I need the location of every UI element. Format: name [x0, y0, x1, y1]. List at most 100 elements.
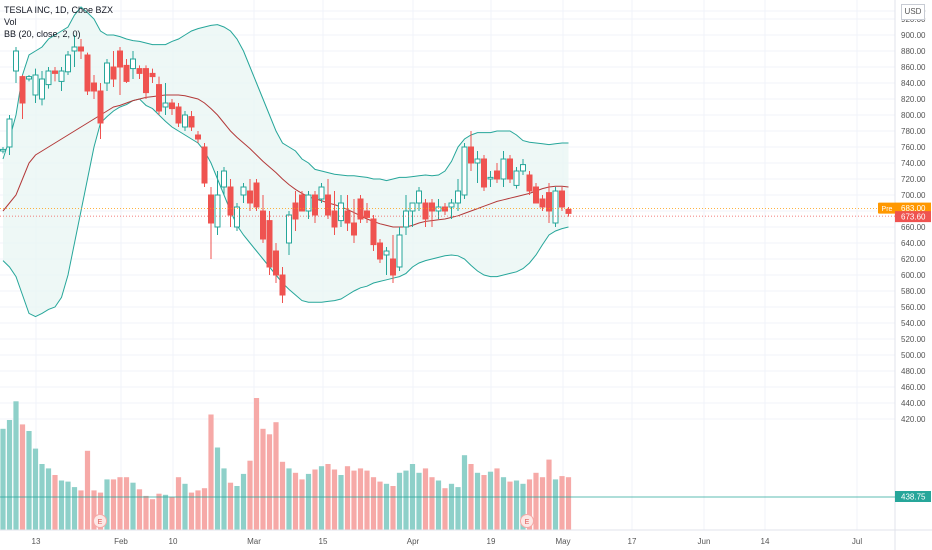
volume-bar: [195, 490, 201, 530]
candle-body: [227, 186, 234, 216]
candle-body: [325, 194, 331, 216]
time-tick-label: May: [555, 537, 570, 546]
volume-bar: [130, 482, 136, 530]
price-tick-label: 460.00: [901, 383, 926, 392]
candle-body: [39, 78, 45, 100]
volume-bar: [351, 470, 357, 530]
candle-body: [266, 220, 273, 268]
candle-body: [91, 82, 97, 92]
volume-bar: [286, 468, 292, 530]
volume-bar: [149, 499, 156, 530]
candle-body: [461, 146, 468, 196]
candle-body: [494, 170, 500, 180]
volume-bar: [370, 477, 377, 530]
time-tick-label: Apr: [407, 537, 420, 546]
candle-body: [442, 206, 448, 212]
candle-body: [273, 250, 279, 276]
volume-bar: [520, 483, 526, 530]
volume-bar: [279, 461, 286, 530]
time-tick-label: 17: [628, 537, 637, 546]
earnings-label: E: [525, 519, 530, 526]
volume-bar: [214, 447, 221, 530]
volume-bar: [143, 495, 149, 530]
time-tick-label: 19: [487, 537, 496, 546]
candle-body: [500, 158, 507, 180]
volume-bar: [461, 455, 468, 530]
volume-bar: [201, 488, 208, 530]
candle-body: [195, 134, 201, 140]
volume-bar: [383, 483, 390, 530]
volume-bar: [448, 483, 455, 530]
candle-body: [240, 186, 247, 196]
volume-bar: [539, 477, 546, 530]
candle-body: [78, 46, 84, 52]
volume-bar: [474, 472, 481, 530]
candle-body: [26, 76, 32, 80]
volume-bar: [487, 471, 494, 530]
candle-body: [292, 202, 299, 220]
candle-body: [526, 174, 533, 192]
candle-body: [559, 190, 565, 208]
candle-body: [97, 90, 104, 124]
candle-body: [201, 146, 208, 184]
volume-bar: [429, 477, 435, 530]
candle-body: [474, 158, 481, 164]
volume-bar: [546, 459, 552, 530]
volume-bar: [227, 482, 234, 530]
candle-body: [468, 146, 474, 164]
candle-body: [32, 74, 39, 96]
time-tick-label: 13: [32, 537, 41, 546]
volume-bar: [6, 420, 13, 530]
candle-body: [110, 66, 117, 80]
upper-band: [2, 6, 569, 182]
candle-body: [305, 194, 312, 212]
volume-bar: [552, 479, 559, 530]
price-tick-label: 780.00: [901, 127, 926, 136]
volume-bar: [533, 472, 539, 530]
earnings-icon: E: [93, 514, 107, 528]
candle-body: [208, 194, 214, 224]
time-tick-label: Feb: [114, 537, 128, 546]
volume-bar: [182, 483, 188, 530]
symbol-title[interactable]: TESLA INC, 1D, Cboe BZX: [4, 5, 114, 15]
candle-body: [130, 58, 136, 70]
candle-body: [253, 182, 260, 208]
time-tick-label: Mar: [247, 537, 261, 546]
volume-bars: [0, 398, 572, 530]
candle-body: [344, 210, 351, 224]
earnings-circle: [93, 514, 107, 528]
candle-body: [383, 250, 390, 256]
candle-body: [182, 114, 188, 128]
candle-body: [370, 218, 377, 246]
currency-button[interactable]: USD: [901, 4, 925, 20]
time-tick-label: 10: [169, 537, 178, 546]
volume-bar: [240, 473, 247, 530]
candle-body: [422, 202, 429, 220]
price-tick-label: 480.00: [901, 367, 926, 376]
price-tick-label: 820.00: [901, 95, 926, 104]
pre-price-label: 683.00: [901, 204, 926, 213]
volume-legend[interactable]: Vol: [4, 17, 17, 27]
volume-bar: [110, 479, 117, 530]
time-tick-label: Jul: [852, 537, 862, 546]
candle-body: [156, 84, 162, 112]
volume-bar: [117, 477, 123, 530]
volume-bar: [13, 401, 19, 530]
candle-body: [234, 206, 240, 228]
volume-bar: [500, 477, 507, 530]
bollinger-legend[interactable]: BB (20, close, 2, 0): [4, 29, 81, 39]
candle-body: [435, 206, 442, 212]
price-tick-label: 660.00: [901, 223, 926, 232]
price-tick-label: 880.00: [901, 47, 926, 56]
candle-body: [409, 202, 416, 212]
volume-bar: [513, 480, 520, 530]
pre-label-badge: [878, 202, 896, 214]
candle-body: [351, 222, 357, 236]
volume-bar: [435, 480, 442, 530]
volume-bar: [318, 466, 325, 530]
volume-bar: [396, 472, 403, 530]
price-tick-label: 500.00: [901, 351, 926, 360]
volume-bar: [422, 468, 429, 530]
